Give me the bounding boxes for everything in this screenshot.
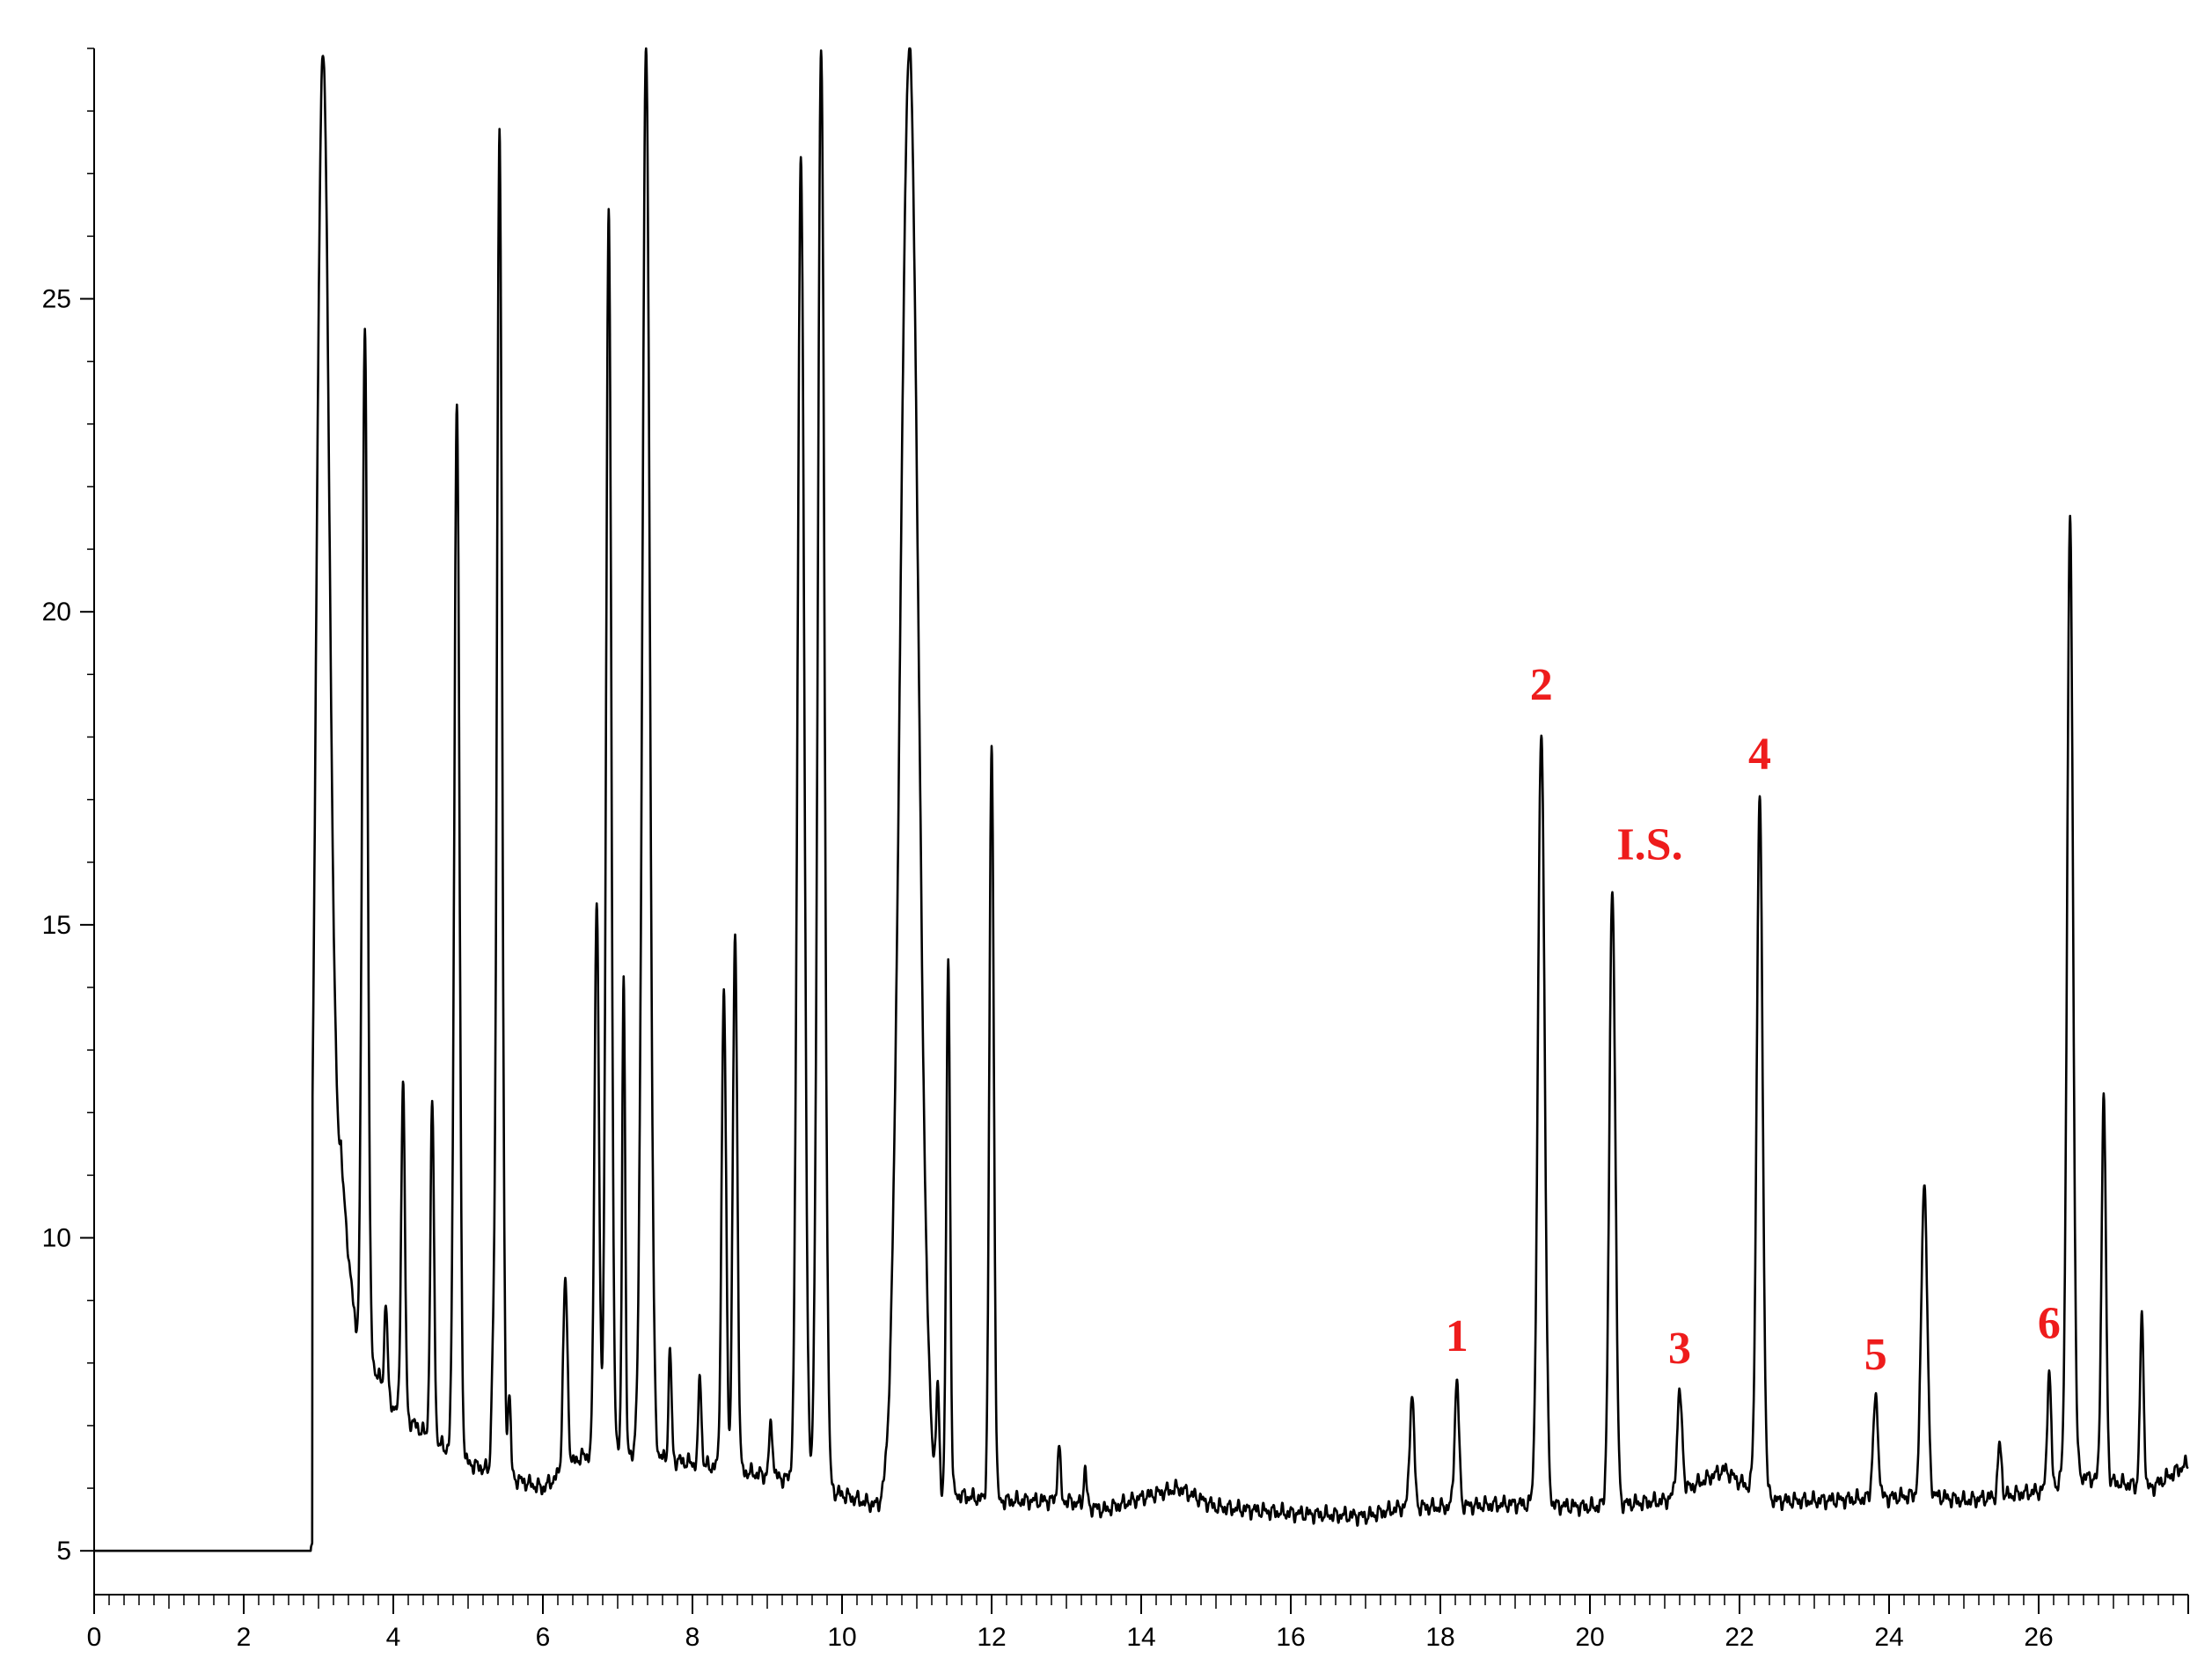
peak-label-1: 1 — [1446, 1311, 1469, 1361]
x-ticks: 0 2 4 6 8 10 12 14 16 18 20 22 24 26 — [87, 1595, 2189, 1652]
x-tick-label: 22 — [1725, 1623, 1754, 1652]
x-tick-label: 20 — [1575, 1623, 1604, 1652]
y-tick-label: 5 — [56, 1537, 71, 1566]
y-tick-label: 10 — [42, 1224, 71, 1253]
x-tick-label: 24 — [1874, 1623, 1903, 1652]
y-tick-label: 25 — [42, 285, 71, 314]
x-tick-label: 18 — [1425, 1623, 1454, 1652]
x-tick-label: 8 — [685, 1623, 700, 1652]
x-tick-label: 2 — [237, 1623, 252, 1652]
x-tick-label: 0 — [87, 1623, 102, 1652]
chromatogram-trace — [93, 47, 2189, 1552]
y-axis: 5 10 15 20 25 — [42, 48, 95, 1595]
x-tick-label: 14 — [1126, 1623, 1155, 1652]
x-tick-label: 16 — [1276, 1623, 1305, 1652]
peak-label-4: 4 — [1748, 729, 1771, 779]
peak-label-3: 3 — [1668, 1324, 1691, 1374]
peak-label-6: 6 — [2038, 1299, 2061, 1349]
peak-label-5: 5 — [1864, 1330, 1887, 1380]
series-line — [93, 47, 2189, 1552]
peak-label-is: I.S. — [1616, 819, 1682, 869]
x-tick-label: 26 — [2024, 1623, 2053, 1652]
x-tick-label: 4 — [386, 1623, 401, 1652]
y-tick-label: 20 — [42, 598, 71, 627]
x-axis: 0 2 4 6 8 10 12 14 16 18 20 22 24 26 — [87, 1594, 2189, 1652]
peak-annotations: 1 2 I.S. 3 4 5 6 — [1446, 660, 2061, 1380]
peak-label-2: 2 — [1530, 660, 1553, 710]
x-tick-label: 10 — [827, 1623, 856, 1652]
x-tick-label: 6 — [536, 1623, 551, 1652]
y-tick-label: 15 — [42, 911, 71, 940]
x-tick-label: 12 — [977, 1623, 1006, 1652]
y-ticks: 5 10 15 20 25 — [42, 48, 94, 1566]
